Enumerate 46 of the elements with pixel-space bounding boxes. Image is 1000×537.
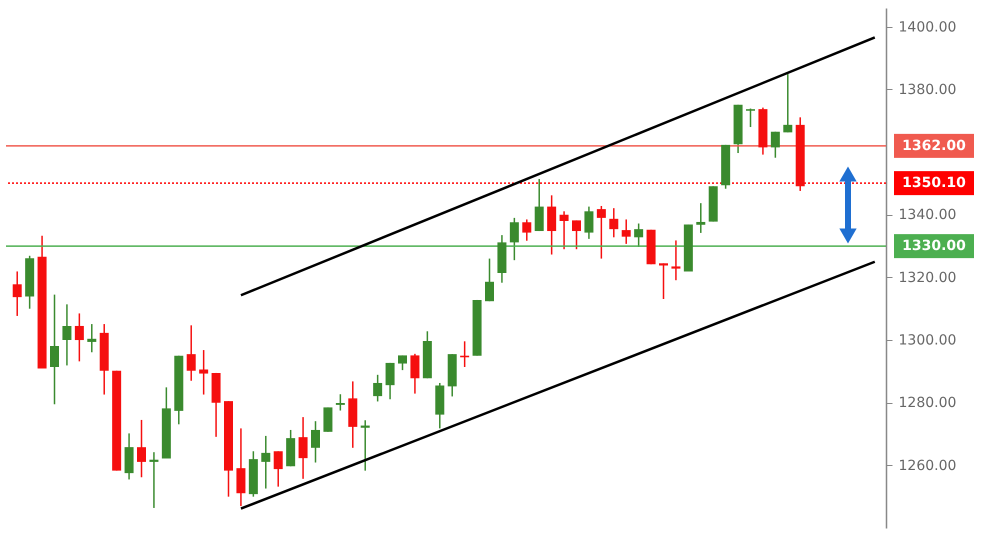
ref-line-label: 1330.00 [902,238,966,254]
candlestick [770,130,780,158]
ref-line-label: 1362.00 [902,138,966,154]
candlestick [609,207,618,238]
candlestick [360,419,370,472]
candlestick [137,419,146,478]
candlestick [12,270,22,317]
y-tick-label: 1320.00 [898,270,956,286]
y-tick-label: 1300.00 [898,332,956,349]
candlestick [74,312,84,362]
candlestick [311,420,320,464]
candlestick [274,450,283,488]
ref-line-label: 1350.10 [902,175,966,192]
y-tick-label: 1260.00 [898,458,956,474]
candlestick [50,294,59,406]
candlestick [62,304,72,366]
candlestick [584,206,594,240]
candlestick [572,220,581,250]
candlestick [522,218,532,242]
candlestick [510,217,519,261]
candlestick [149,451,158,509]
y-tick-label: 1400.00 [898,19,956,36]
candlestick [596,205,606,260]
candlestick [696,202,706,234]
candlestick [485,258,494,302]
candlestick [410,353,420,394]
candlestick [746,108,755,128]
candlestick [298,416,308,480]
candlestick [373,374,382,402]
candlestick [783,73,792,134]
candlestick [659,262,668,300]
y-tick-label: 1380.00 [898,82,956,98]
candlestick [186,324,196,382]
candlestick [671,240,680,281]
y-tick-label: 1280.00 [898,395,956,412]
candlestick [622,218,631,245]
candlestick [634,222,644,248]
candlestick [386,362,395,400]
candlestick [560,210,569,250]
candlestick [199,349,208,396]
candlestick [261,435,270,490]
candlestick [87,323,96,354]
y-tick-label: 1340.00 [898,207,956,224]
candlestick [336,393,345,412]
candlestick [460,340,470,368]
candlestick [398,354,407,371]
